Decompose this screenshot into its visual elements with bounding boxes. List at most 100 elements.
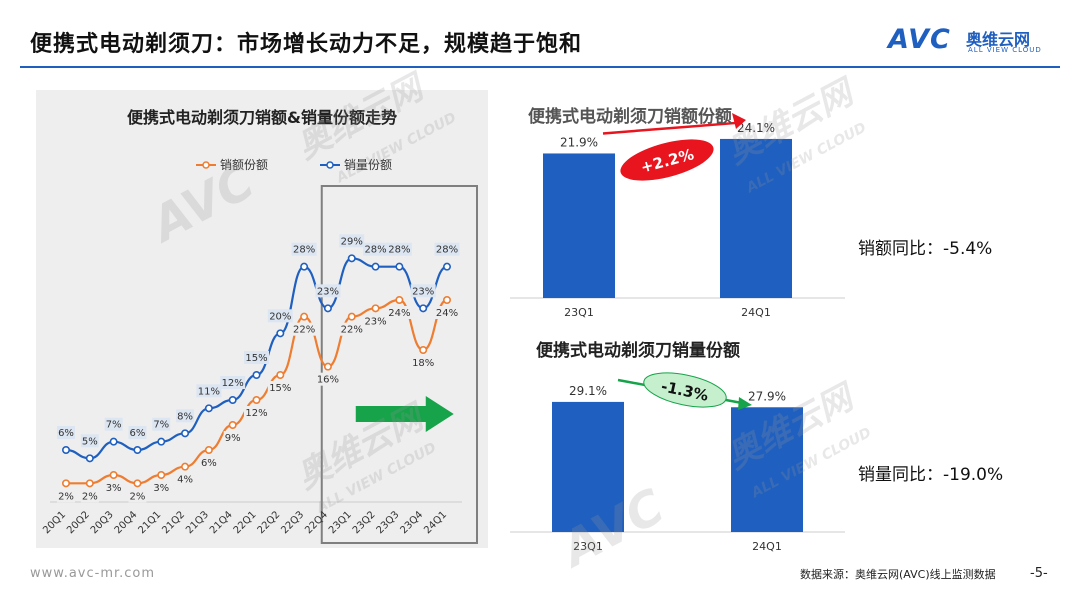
data-label-bg — [339, 234, 365, 248]
data-label: 6% — [201, 458, 217, 469]
data-label: 2% — [82, 491, 98, 502]
data-label-bg — [104, 417, 123, 431]
data-label: 20% — [269, 311, 291, 322]
data-label: 12% — [245, 408, 267, 419]
data-label: 6% — [58, 428, 74, 439]
data-point — [133, 479, 142, 488]
data-point — [61, 479, 70, 488]
legend-marker — [202, 161, 210, 169]
data-point — [347, 254, 356, 263]
data-point — [323, 304, 332, 313]
data-label: 23% — [317, 286, 339, 297]
data-label: 18% — [412, 358, 434, 369]
bar-chart-volume-title: 便携式电动剃须刀销量份额 — [536, 341, 740, 361]
data-label: 16% — [317, 375, 339, 386]
data-label: 24% — [436, 308, 458, 319]
red-arrow-shaft — [602, 121, 737, 135]
data-label: 5% — [82, 436, 98, 447]
bar-value-label: 21.9% — [560, 135, 598, 149]
x-tick-label: 22Q3 — [279, 509, 306, 536]
x-tick-label: 20Q1 — [41, 509, 68, 536]
data-label-bg — [152, 481, 171, 494]
bar-value-label: 29.1% — [569, 384, 607, 398]
logo-cn: 奥维云网 — [966, 30, 1031, 49]
data-label-bg — [315, 284, 341, 298]
data-label: 22% — [341, 325, 363, 336]
x-tick-label: 22Q2 — [256, 509, 283, 536]
data-label-bg — [223, 431, 242, 444]
legend-marker — [326, 161, 334, 169]
legend-label-2: 销量份额 — [344, 158, 392, 172]
data-point — [85, 479, 94, 488]
data-label: 3% — [106, 483, 122, 494]
bar-23Q1 — [552, 401, 624, 532]
data-label: 6% — [130, 428, 146, 439]
x-tick-label: 20Q3 — [89, 509, 116, 536]
data-label-bg — [152, 417, 171, 431]
data-label-bg — [386, 306, 412, 319]
bar-23Q1 — [543, 153, 615, 298]
data-label-bg — [315, 372, 341, 386]
data-point — [228, 420, 237, 429]
data-label: 9% — [225, 433, 241, 444]
data-label-bg — [176, 409, 195, 423]
data-point — [204, 445, 213, 454]
data-label: 3% — [153, 483, 169, 494]
data-point — [157, 437, 166, 446]
bar-category-label: 24Q1 — [752, 540, 782, 553]
data-label-bg — [128, 426, 147, 439]
logo-mark: AVC — [888, 24, 951, 55]
legend-label-1: 销额份额 — [220, 158, 268, 172]
green-right-arrow — [355, 396, 454, 432]
data-label: 28% — [293, 245, 315, 256]
data-label: 15% — [269, 383, 291, 394]
data-label-bg — [104, 481, 123, 494]
line-chart-title: 便携式电动剃须刀销额&销量份额走势 — [127, 108, 397, 127]
logo-en: ALL VIEW CLOUD — [968, 46, 1042, 54]
data-label-bg — [57, 489, 75, 503]
data-point — [109, 437, 118, 446]
data-label: 23% — [364, 316, 386, 327]
data-point — [204, 404, 213, 413]
data-label-bg — [196, 384, 222, 398]
data-point — [252, 395, 261, 404]
bar-value-label: 24.1% — [737, 121, 775, 135]
data-label: 23% — [412, 286, 434, 297]
data-point — [61, 445, 70, 454]
sales-value-yoy: 销额同比：-5.4% — [858, 239, 993, 259]
data-label: 28% — [388, 245, 410, 256]
data-label-bg — [128, 489, 147, 503]
data-label-bg — [267, 309, 293, 323]
data-point — [181, 429, 190, 438]
data-point — [371, 262, 380, 271]
data-label: 4% — [177, 475, 193, 486]
bar-24Q1 — [731, 407, 803, 532]
data-point — [395, 262, 404, 271]
data-point — [323, 362, 332, 371]
data-point — [228, 395, 237, 404]
data-point — [347, 312, 356, 321]
bar-category-label: 23Q1 — [573, 540, 603, 553]
series-line-2 — [65, 257, 448, 460]
data-label: 12% — [222, 378, 244, 389]
data-label: 2% — [58, 491, 74, 502]
data-label-bg — [386, 242, 412, 256]
data-point — [419, 304, 428, 313]
up-change-badge — [620, 139, 714, 181]
line-chart-panel — [36, 90, 488, 548]
data-label-bg — [199, 456, 218, 469]
data-label: 29% — [341, 236, 363, 247]
x-tick-label: 20Q4 — [113, 509, 140, 536]
data-label-bg — [267, 381, 293, 394]
red-arrow-head — [732, 112, 746, 129]
data-point — [371, 304, 380, 313]
data-point — [181, 462, 190, 471]
x-tick-label: 21Q1 — [137, 509, 164, 536]
data-point — [419, 345, 428, 354]
data-label: 22% — [293, 325, 315, 336]
data-label-bg — [244, 406, 269, 419]
bar-chart-value-title: 便携式电动剃须刀销额份额 — [528, 107, 732, 127]
title-underline — [20, 66, 1060, 68]
data-point — [109, 470, 118, 479]
data-label-bg — [57, 426, 75, 439]
